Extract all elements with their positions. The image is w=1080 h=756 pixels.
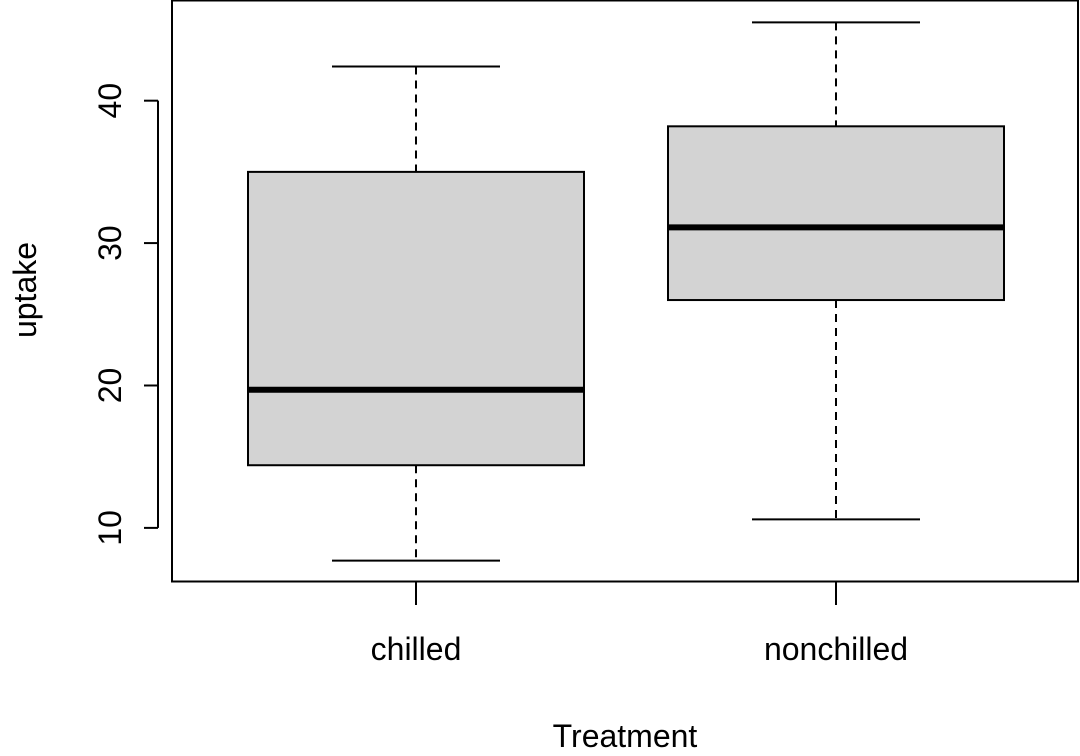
x-tick-label: nonchilled (764, 631, 908, 667)
y-axis: 10 20 30 40 (92, 83, 159, 546)
y-tick-label: 30 (92, 225, 128, 261)
x-axis: chilled nonchilled (371, 582, 908, 667)
box-group-nonchilled (667, 21, 1005, 521)
y-tick-label: 40 (92, 83, 128, 119)
plot-frame (171, 0, 1079, 583)
box-group-chilled (247, 65, 585, 562)
x-tick-label: chilled (371, 631, 462, 667)
y-tick-label: 20 (92, 368, 128, 404)
y-axis-label: uptake (7, 242, 43, 338)
boxes-layer (247, 21, 1005, 562)
iqr-box (247, 170, 585, 467)
x-axis-label: Treatment (553, 718, 698, 754)
y-tick-label: 10 (92, 510, 128, 546)
iqr-box (667, 125, 1005, 302)
